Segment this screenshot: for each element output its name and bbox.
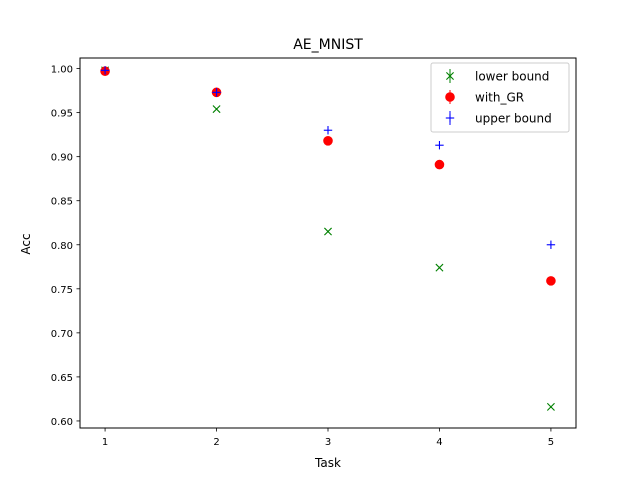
data-point-upper-bound [212, 88, 221, 97]
y-tick-label: 0.90 [51, 153, 73, 164]
y-tick-label: 0.60 [51, 417, 73, 428]
series-upper-bound [100, 66, 556, 249]
y-tick-label: 0.65 [51, 373, 73, 384]
y-tick-label: 0.85 [51, 197, 73, 208]
data-point-lower-bound-stroke [324, 227, 332, 236]
data-point-upper-bound [546, 240, 556, 249]
y-axis-ticks: 0.60 0.65 0.70 0.75 0.80 0.85 0.90 0.95 1.00 [51, 65, 80, 428]
legend-marker-with-gr [445, 92, 455, 102]
legend-label-with-gr: with_GR [475, 91, 524, 105]
x-tick-label: 3 [325, 437, 331, 448]
y-tick-label: 1.00 [51, 65, 73, 76]
x-tick-label: 2 [213, 437, 219, 448]
data-point-upper-bound [435, 141, 444, 150]
legend-marker-upper-bound [445, 113, 455, 123]
data-point-lower-bound [212, 105, 221, 114]
data-point-lower-bound [324, 227, 332, 236]
chart-title: AE_MNIST [293, 37, 363, 53]
data-series-layer [100, 66, 556, 411]
x-tick-label: 1 [102, 437, 108, 448]
legend-marker-lower-bound [446, 72, 454, 80]
plot-area-frame [79, 57, 577, 429]
data-point-upper-bound [100, 66, 110, 75]
x-tick-label: 4 [436, 437, 442, 448]
legend-marker-lower-bound-stroke [446, 72, 454, 80]
data-point-with-gr [434, 159, 445, 170]
data-point-lower-bound [435, 263, 444, 272]
data-point-lower-bound-stroke [212, 105, 221, 114]
legend-label-lower-bound: lower bound [475, 70, 549, 84]
data-point-lower-bound-stroke [546, 402, 555, 411]
data-point-with-gr [546, 276, 556, 286]
data-point-with-gr [323, 136, 333, 146]
data-point-upper-bound [323, 126, 333, 135]
x-axis-ticks: 1 2 3 4 5 [102, 428, 554, 448]
y-tick-label: 0.95 [51, 109, 73, 120]
x-tick-label: 5 [548, 437, 554, 448]
y-axis-label: Acc [19, 233, 33, 254]
legend-box [430, 62, 570, 133]
data-point-lower-bound-stroke [435, 263, 444, 272]
data-point-lower-bound [546, 402, 555, 411]
y-tick-label: 0.75 [51, 285, 73, 296]
y-tick-label: 0.80 [51, 241, 73, 252]
y-tick-label: 0.70 [51, 329, 73, 340]
x-axis-label: Task [314, 456, 341, 470]
legend-label-upper-bound: upper bound [475, 112, 552, 126]
